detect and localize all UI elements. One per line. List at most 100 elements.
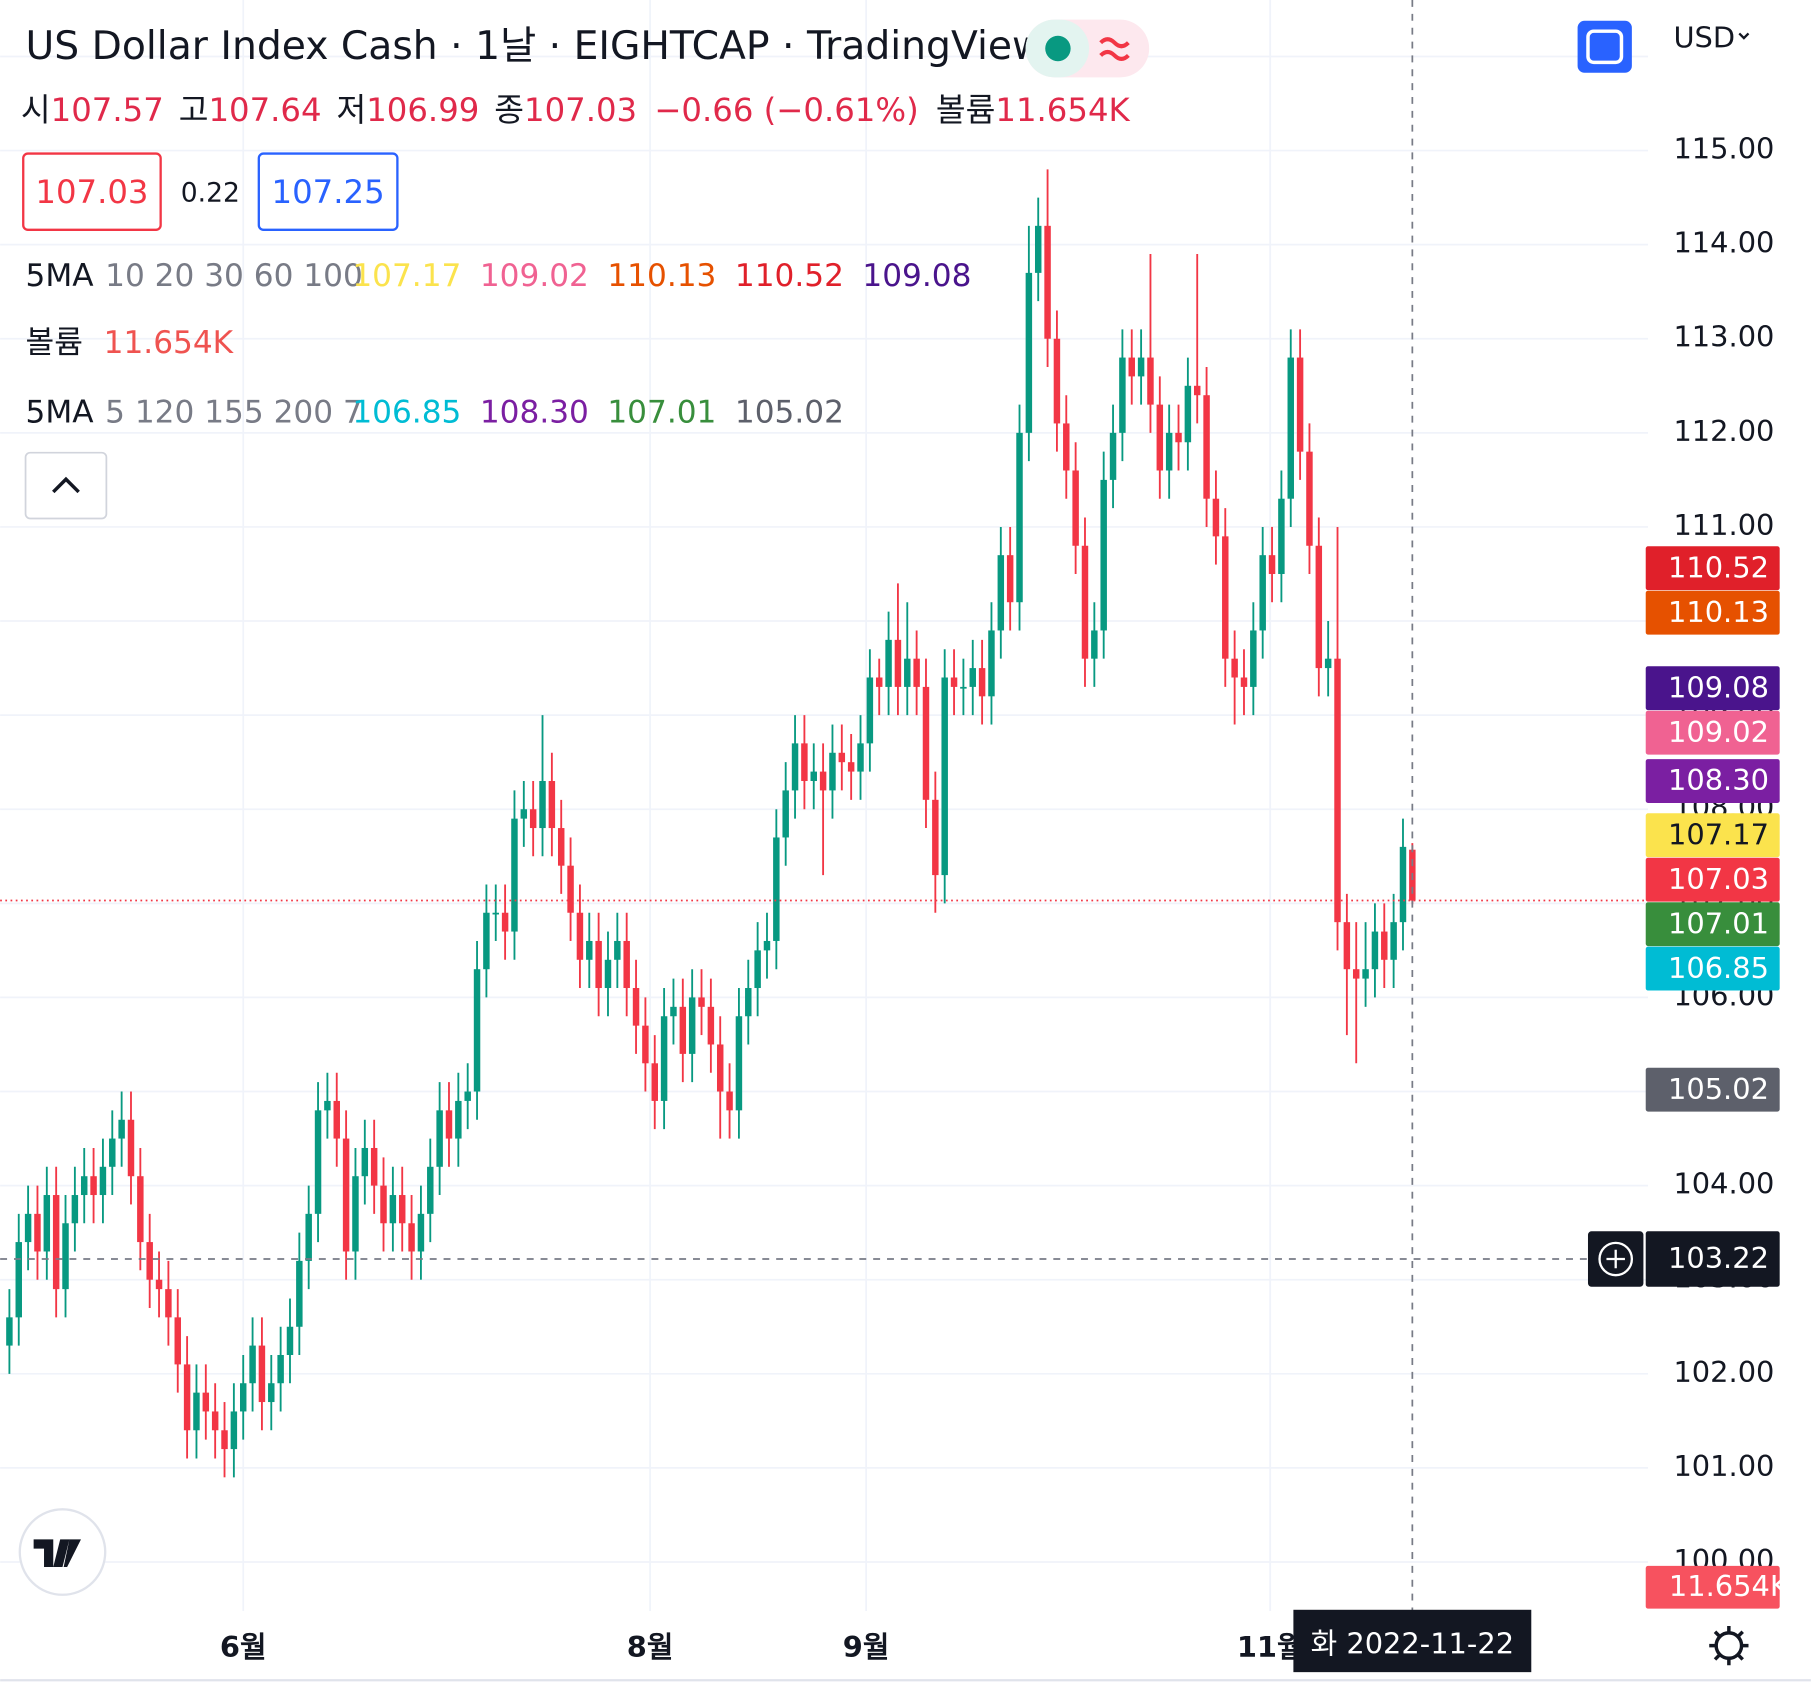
candle-body: [492, 912, 499, 915]
candle-body: [1025, 272, 1033, 433]
price-badge: [1645, 946, 1780, 991]
collapse-button[interactable]: [24, 451, 108, 520]
candle-body: [586, 940, 593, 960]
screenshot-button[interactable]: [1577, 20, 1632, 73]
candle-body: [464, 1091, 471, 1101]
candle-body: [904, 658, 911, 687]
candle-body: [342, 1138, 350, 1252]
candle-body: [137, 1176, 144, 1243]
candle-body: [960, 686, 967, 689]
candle-body: [557, 828, 565, 866]
candle-body: [314, 1110, 322, 1214]
candle-body: [576, 912, 584, 960]
candle-body: [1352, 969, 1360, 979]
price-badge: [1645, 1067, 1780, 1112]
y-tick-label: 113.00: [1673, 320, 1774, 354]
open-value: 107.57: [51, 91, 164, 129]
candle-body: [305, 1213, 312, 1261]
candle-body: [24, 1213, 32, 1243]
y-tick-label: 102.00: [1673, 1355, 1774, 1389]
candle-body: [763, 940, 771, 951]
indicator-legend: 5MA 5 120 155 200 7 106.85 108.30 107.01 105…: [26, 394, 844, 430]
candle-body: [875, 677, 883, 687]
candle-body: [801, 743, 808, 782]
candle-body: [688, 997, 696, 1054]
delay-icon: [1099, 37, 1130, 61]
buy-button[interactable]: [257, 152, 399, 231]
candle-body: [642, 1025, 649, 1064]
close-value: 107.03: [524, 91, 637, 129]
indicator-name: 5MA: [26, 394, 95, 430]
candle-body: [352, 1176, 359, 1252]
candle-body: [1296, 357, 1304, 452]
indicator-legend: 5MA 10 20 30 60 100 107.17 109.02 110.13 110…: [26, 258, 972, 294]
indicator-value: 107.01: [607, 394, 716, 430]
candle-body: [473, 969, 481, 1092]
price-badge-label: 109.08: [1668, 670, 1769, 704]
candle-body: [707, 1006, 715, 1045]
candle-body: [62, 1223, 69, 1290]
candle-body: [408, 1223, 415, 1252]
price-badge: [1645, 759, 1780, 803]
low-label: 저: [336, 91, 366, 129]
candle-body: [118, 1119, 125, 1139]
candle-body: [623, 940, 630, 989]
candle-body: [1081, 545, 1089, 659]
candle-body: [1250, 630, 1257, 687]
price-badge-label: 108.30: [1668, 763, 1769, 797]
candle-body: [1128, 357, 1135, 377]
price-badge: [1645, 666, 1780, 711]
candle-body: [483, 912, 490, 970]
price-badge: [1645, 857, 1780, 902]
settings-teeth: [1709, 1625, 1749, 1666]
currency[interactable]: USD: [1673, 20, 1735, 54]
candle-body: [941, 677, 948, 876]
price-badge-label: 107.01: [1668, 906, 1769, 940]
candle-body: [754, 950, 761, 989]
candle-body: [296, 1260, 303, 1327]
x-tick-label: 9월: [843, 1630, 890, 1664]
candle-body: [268, 1383, 275, 1403]
price-badge-label: 109.02: [1668, 715, 1769, 749]
sell-button[interactable]: [22, 152, 162, 231]
candle-body: [595, 940, 602, 989]
candle-body: [398, 1195, 406, 1224]
currency-chevron: [1738, 32, 1750, 40]
candle-body: [43, 1195, 51, 1252]
bid-price: 107.03: [35, 173, 148, 211]
candle-body: [932, 799, 939, 876]
candle-body: [1044, 225, 1051, 339]
candle-body: [1147, 357, 1154, 405]
collapse-icon: [52, 476, 80, 494]
candles: [6, 169, 1416, 1478]
candle-body: [1259, 555, 1266, 631]
y-tick-label: 111.00: [1673, 508, 1774, 542]
candle-body: [829, 752, 836, 791]
candle-body: [155, 1279, 163, 1290]
candle-body: [745, 988, 752, 1017]
indicator-value: 110.52: [735, 258, 844, 294]
price-badge-label: 110.52: [1668, 550, 1769, 584]
candle-body: [1362, 969, 1369, 979]
candle-body: [679, 1006, 687, 1054]
candle-body: [277, 1354, 284, 1384]
candle-body: [1334, 658, 1341, 923]
indicator-value: 108.30: [480, 394, 589, 430]
candle-body: [735, 1016, 743, 1111]
y-tick-label: 112.00: [1673, 414, 1774, 448]
indicator-value: 109.02: [480, 258, 589, 294]
ohlc-row: 시107.57 고107.64 저106.99 종107.03 −0.66 (−…: [21, 91, 1131, 129]
candle-body: [436, 1110, 443, 1167]
ask-price: 107.25: [272, 173, 385, 211]
candle-body: [913, 658, 920, 687]
candle-body: [866, 677, 874, 744]
candle-body: [6, 1317, 13, 1346]
price-badge: [1645, 813, 1780, 858]
indicator-value: 106.85: [352, 394, 461, 430]
candle-body: [1278, 498, 1285, 574]
price-badge-label: 107.03: [1668, 862, 1769, 896]
candle-body: [969, 668, 976, 687]
candle-body: [146, 1242, 153, 1280]
